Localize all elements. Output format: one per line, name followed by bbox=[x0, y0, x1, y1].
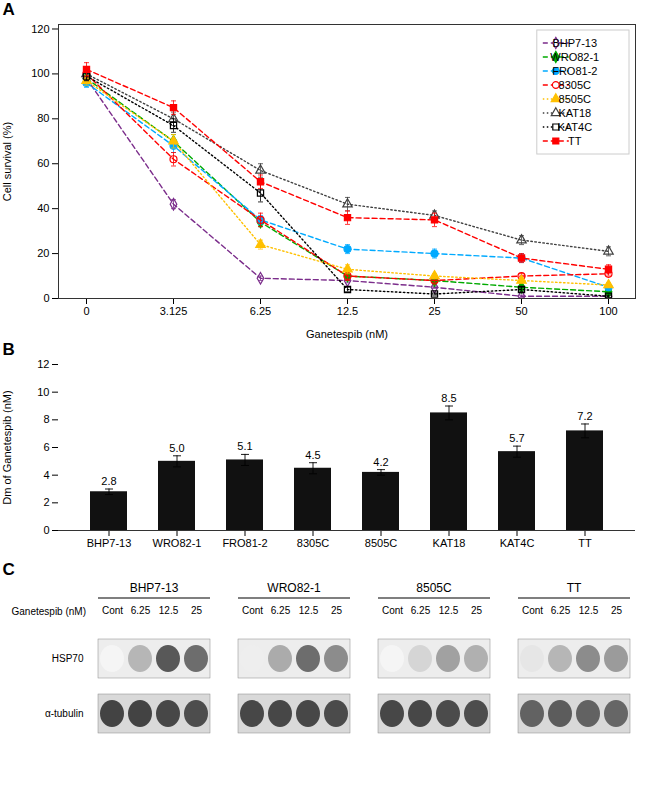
svg-text:25: 25 bbox=[191, 605, 203, 616]
svg-text:FRO81-2: FRO81-2 bbox=[222, 537, 267, 549]
svg-text:5.7: 5.7 bbox=[509, 432, 524, 444]
svg-text:25: 25 bbox=[428, 305, 440, 317]
svg-text:5.1: 5.1 bbox=[237, 440, 252, 452]
svg-text:WRO82-1: WRO82-1 bbox=[153, 537, 202, 549]
svg-text:Dm of Ganetespib (nM): Dm of Ganetespib (nM) bbox=[1, 390, 13, 504]
svg-text:KAT18: KAT18 bbox=[433, 537, 466, 549]
svg-text:TT: TT bbox=[567, 581, 582, 595]
svg-text:BHP7-13: BHP7-13 bbox=[130, 581, 179, 595]
svg-text:8305C: 8305C bbox=[297, 537, 329, 549]
svg-text:60: 60 bbox=[37, 157, 49, 169]
svg-text:5.0: 5.0 bbox=[169, 442, 184, 454]
svg-text:6.25: 6.25 bbox=[250, 305, 271, 317]
svg-text:α-tubulin: α-tubulin bbox=[45, 708, 84, 719]
svg-text:0: 0 bbox=[43, 292, 49, 304]
svg-text:Cell survival (%): Cell survival (%) bbox=[1, 122, 13, 201]
svg-text:100: 100 bbox=[599, 305, 617, 317]
svg-text:2.8: 2.8 bbox=[101, 475, 116, 487]
svg-text:Cont: Cont bbox=[382, 605, 403, 616]
svg-text:TT: TT bbox=[578, 537, 592, 549]
svg-text:40: 40 bbox=[37, 202, 49, 214]
svg-text:8505C: 8505C bbox=[416, 581, 452, 595]
svg-text:12.5: 12.5 bbox=[159, 605, 179, 616]
svg-text:WRO82-1: WRO82-1 bbox=[267, 581, 321, 595]
svg-text:25: 25 bbox=[331, 605, 343, 616]
svg-text:Cont: Cont bbox=[242, 605, 263, 616]
svg-text:2: 2 bbox=[43, 496, 49, 508]
svg-text:6: 6 bbox=[43, 441, 49, 453]
svg-text:50: 50 bbox=[515, 305, 527, 317]
svg-text:100: 100 bbox=[31, 67, 49, 79]
svg-text:B: B bbox=[3, 340, 15, 359]
svg-text:8505C: 8505C bbox=[365, 537, 397, 549]
svg-text:0: 0 bbox=[43, 524, 49, 536]
svg-text:6.25: 6.25 bbox=[551, 605, 571, 616]
svg-text:WRO82-1: WRO82-1 bbox=[550, 51, 599, 63]
svg-text:Cont: Cont bbox=[102, 605, 123, 616]
svg-text:FRO81-2: FRO81-2 bbox=[552, 65, 597, 77]
svg-text:A: A bbox=[3, 0, 15, 19]
svg-text:25: 25 bbox=[471, 605, 483, 616]
svg-text:8: 8 bbox=[43, 413, 49, 425]
svg-text:12.5: 12.5 bbox=[337, 305, 358, 317]
svg-text:TT: TT bbox=[568, 135, 582, 147]
svg-text:8.5: 8.5 bbox=[441, 392, 456, 404]
svg-text:Cont: Cont bbox=[522, 605, 543, 616]
svg-text:0: 0 bbox=[83, 305, 89, 317]
svg-text:12.5: 12.5 bbox=[579, 605, 599, 616]
svg-text:7.2: 7.2 bbox=[577, 410, 592, 422]
svg-text:Ganetespib (nM): Ganetespib (nM) bbox=[306, 328, 388, 340]
svg-text:3.125: 3.125 bbox=[160, 305, 188, 317]
svg-text:120: 120 bbox=[31, 23, 49, 35]
svg-text:25: 25 bbox=[611, 605, 623, 616]
svg-text:KAT4C: KAT4C bbox=[500, 537, 535, 549]
svg-text:12: 12 bbox=[37, 358, 49, 370]
svg-text:6.25: 6.25 bbox=[411, 605, 431, 616]
svg-text:20: 20 bbox=[37, 247, 49, 259]
svg-text:KAT18: KAT18 bbox=[558, 107, 591, 119]
svg-text:4.2: 4.2 bbox=[373, 456, 388, 468]
svg-text:6.25: 6.25 bbox=[131, 605, 151, 616]
svg-text:KAT4C: KAT4C bbox=[557, 121, 592, 133]
svg-text:BHP7-13: BHP7-13 bbox=[552, 37, 597, 49]
svg-text:8505C: 8505C bbox=[559, 93, 591, 105]
svg-text:4.5: 4.5 bbox=[305, 449, 320, 461]
svg-text:6.25: 6.25 bbox=[271, 605, 291, 616]
svg-text:12.5: 12.5 bbox=[439, 605, 459, 616]
svg-text:BHP7-13: BHP7-13 bbox=[87, 537, 132, 549]
svg-text:80: 80 bbox=[37, 112, 49, 124]
svg-text:12.5: 12.5 bbox=[299, 605, 319, 616]
svg-text:4: 4 bbox=[43, 469, 49, 481]
svg-text:10: 10 bbox=[37, 386, 49, 398]
svg-text:8305C: 8305C bbox=[559, 79, 591, 91]
svg-text:C: C bbox=[3, 560, 15, 579]
svg-text:HSP70: HSP70 bbox=[52, 653, 84, 664]
svg-text:Ganetespib (nM): Ganetespib (nM) bbox=[12, 606, 86, 617]
